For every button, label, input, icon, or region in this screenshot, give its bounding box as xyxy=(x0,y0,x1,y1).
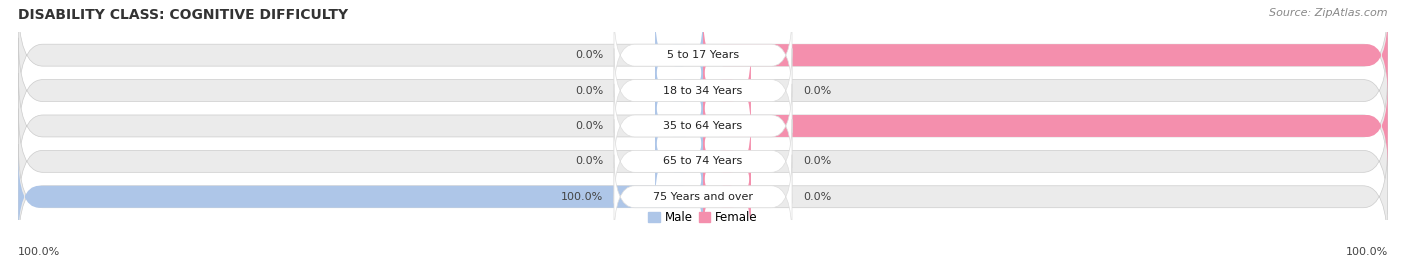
Text: 0.0%: 0.0% xyxy=(575,85,603,96)
FancyBboxPatch shape xyxy=(703,155,751,239)
Text: 5 to 17 Years: 5 to 17 Years xyxy=(666,50,740,60)
Text: 0.0%: 0.0% xyxy=(575,156,603,166)
FancyBboxPatch shape xyxy=(655,119,703,203)
Text: 100.0%: 100.0% xyxy=(561,192,603,202)
Legend: Male, Female: Male, Female xyxy=(644,206,762,229)
FancyBboxPatch shape xyxy=(614,49,792,133)
Text: 75 Years and over: 75 Years and over xyxy=(652,192,754,202)
Text: 35 to 64 Years: 35 to 64 Years xyxy=(664,121,742,131)
Text: 0.0%: 0.0% xyxy=(803,156,831,166)
FancyBboxPatch shape xyxy=(655,49,703,133)
Text: 100.0%: 100.0% xyxy=(1399,121,1406,131)
Text: 100.0%: 100.0% xyxy=(1399,50,1406,60)
Text: 18 to 34 Years: 18 to 34 Years xyxy=(664,85,742,96)
Text: 100.0%: 100.0% xyxy=(18,247,60,257)
Text: DISABILITY CLASS: COGNITIVE DIFFICULTY: DISABILITY CLASS: COGNITIVE DIFFICULTY xyxy=(18,8,349,22)
Text: 0.0%: 0.0% xyxy=(803,85,831,96)
Text: 0.0%: 0.0% xyxy=(575,50,603,60)
FancyBboxPatch shape xyxy=(703,84,1388,168)
FancyBboxPatch shape xyxy=(18,73,1388,179)
FancyBboxPatch shape xyxy=(18,144,1388,250)
FancyBboxPatch shape xyxy=(18,38,1388,143)
FancyBboxPatch shape xyxy=(614,119,792,203)
Text: Source: ZipAtlas.com: Source: ZipAtlas.com xyxy=(1270,8,1388,18)
Text: 100.0%: 100.0% xyxy=(1346,247,1388,257)
Text: 65 to 74 Years: 65 to 74 Years xyxy=(664,156,742,166)
FancyBboxPatch shape xyxy=(703,49,751,133)
FancyBboxPatch shape xyxy=(703,13,1388,97)
FancyBboxPatch shape xyxy=(614,84,792,168)
FancyBboxPatch shape xyxy=(614,13,792,97)
FancyBboxPatch shape xyxy=(18,155,703,239)
FancyBboxPatch shape xyxy=(655,13,703,97)
Text: 0.0%: 0.0% xyxy=(803,192,831,202)
FancyBboxPatch shape xyxy=(614,155,792,239)
FancyBboxPatch shape xyxy=(703,119,751,203)
Text: 0.0%: 0.0% xyxy=(575,121,603,131)
FancyBboxPatch shape xyxy=(655,84,703,168)
FancyBboxPatch shape xyxy=(18,2,1388,108)
FancyBboxPatch shape xyxy=(18,109,1388,214)
